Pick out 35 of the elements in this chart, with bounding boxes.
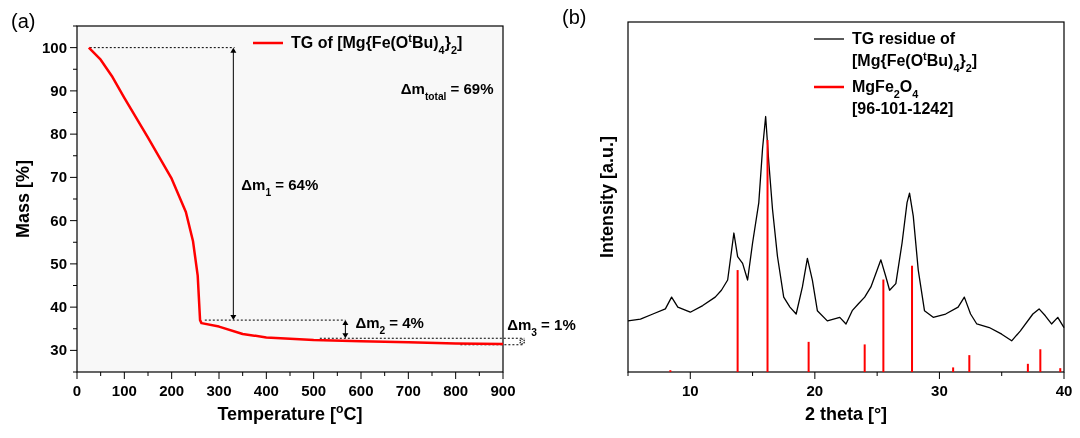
x-tick-label: 300 xyxy=(206,382,232,399)
x-tick-label: 40 xyxy=(1055,382,1073,399)
chart-title: (b) xyxy=(562,6,587,28)
y-tick-label: 50 xyxy=(50,254,67,272)
text: Δm$_{3}$ = 1% xyxy=(507,316,576,338)
y-tick-label: 80 xyxy=(50,125,67,143)
annotation: Δm$_{2}$ = 4% xyxy=(355,314,424,336)
x-axis-title: 2 theta [°] xyxy=(804,404,888,424)
x-tick-label: 900 xyxy=(490,382,516,399)
annotation: Δm$_{total}$ = 69% xyxy=(400,80,494,102)
y-axis-title: Mass [%] xyxy=(13,159,33,239)
x-tick-label: 500 xyxy=(301,382,327,399)
x-tick-label: 100 xyxy=(111,382,137,399)
x-tick-label: 400 xyxy=(253,382,279,399)
y-tick-label: 70 xyxy=(50,168,67,186)
y-tick-label: 90 xyxy=(50,81,67,99)
x-tick-label: 200 xyxy=(159,382,185,399)
x-tick-label: 10 xyxy=(681,382,699,399)
chart-title: (a) xyxy=(11,10,36,32)
x-tick-label: 20 xyxy=(806,382,824,399)
legend-label: TG residue of [Mg{Fe(O$^{t}$Bu)$_{4}$}$_{2}$] xyxy=(852,30,978,74)
x-tick-label: 30 xyxy=(931,382,948,399)
x-axis-title: Temperature [$^{o}$C] xyxy=(217,402,363,424)
y-tick-label: 30 xyxy=(50,341,67,359)
y-tick-label: 100 xyxy=(41,38,67,56)
x-tick-label: 0 xyxy=(72,382,82,399)
x-tick-label: 800 xyxy=(443,382,469,399)
annotation: Δm$_{1}$ = 64% xyxy=(241,175,319,198)
y-tick-label: 40 xyxy=(50,298,67,316)
x-tick-label: 600 xyxy=(348,382,374,399)
legend-label: MgFe$_{2}$O$_{4}$ [96-101-1242] xyxy=(852,78,954,117)
y-axis-title: Intensity [a.u.] xyxy=(597,135,617,259)
legend-label: TG of [Mg{Fe(O$^{t}$Bu)$_{4}$}$_{2}$] xyxy=(291,32,463,56)
x-tick-label: 700 xyxy=(395,382,421,399)
y-tick-label: 60 xyxy=(50,211,67,229)
